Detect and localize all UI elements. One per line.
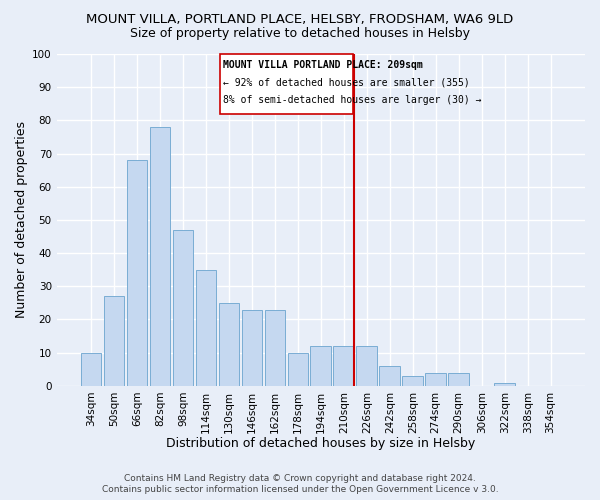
Y-axis label: Number of detached properties: Number of detached properties: [15, 122, 28, 318]
Bar: [265, 310, 285, 386]
Bar: [287, 352, 308, 386]
Text: MOUNT VILLA PORTLAND PLACE: 209sqm: MOUNT VILLA PORTLAND PLACE: 209sqm: [223, 60, 423, 70]
FancyBboxPatch shape: [220, 54, 353, 114]
Bar: [80, 352, 101, 386]
Bar: [403, 376, 423, 386]
Bar: [356, 346, 377, 386]
Text: MOUNT VILLA, PORTLAND PLACE, HELSBY, FRODSHAM, WA6 9LD: MOUNT VILLA, PORTLAND PLACE, HELSBY, FRO…: [86, 12, 514, 26]
Text: Contains HM Land Registry data © Crown copyright and database right 2024.
Contai: Contains HM Land Registry data © Crown c…: [101, 474, 499, 494]
Bar: [242, 310, 262, 386]
Bar: [218, 303, 239, 386]
X-axis label: Distribution of detached houses by size in Helsby: Distribution of detached houses by size …: [166, 437, 475, 450]
Bar: [104, 296, 124, 386]
Bar: [196, 270, 216, 386]
Bar: [425, 372, 446, 386]
Bar: [334, 346, 354, 386]
Bar: [127, 160, 148, 386]
Bar: [494, 382, 515, 386]
Bar: [448, 372, 469, 386]
Bar: [149, 127, 170, 386]
Bar: [310, 346, 331, 386]
Bar: [379, 366, 400, 386]
Text: Size of property relative to detached houses in Helsby: Size of property relative to detached ho…: [130, 28, 470, 40]
Bar: [173, 230, 193, 386]
Text: 8% of semi-detached houses are larger (30) →: 8% of semi-detached houses are larger (3…: [223, 96, 482, 106]
Text: ← 92% of detached houses are smaller (355): ← 92% of detached houses are smaller (35…: [223, 77, 470, 87]
